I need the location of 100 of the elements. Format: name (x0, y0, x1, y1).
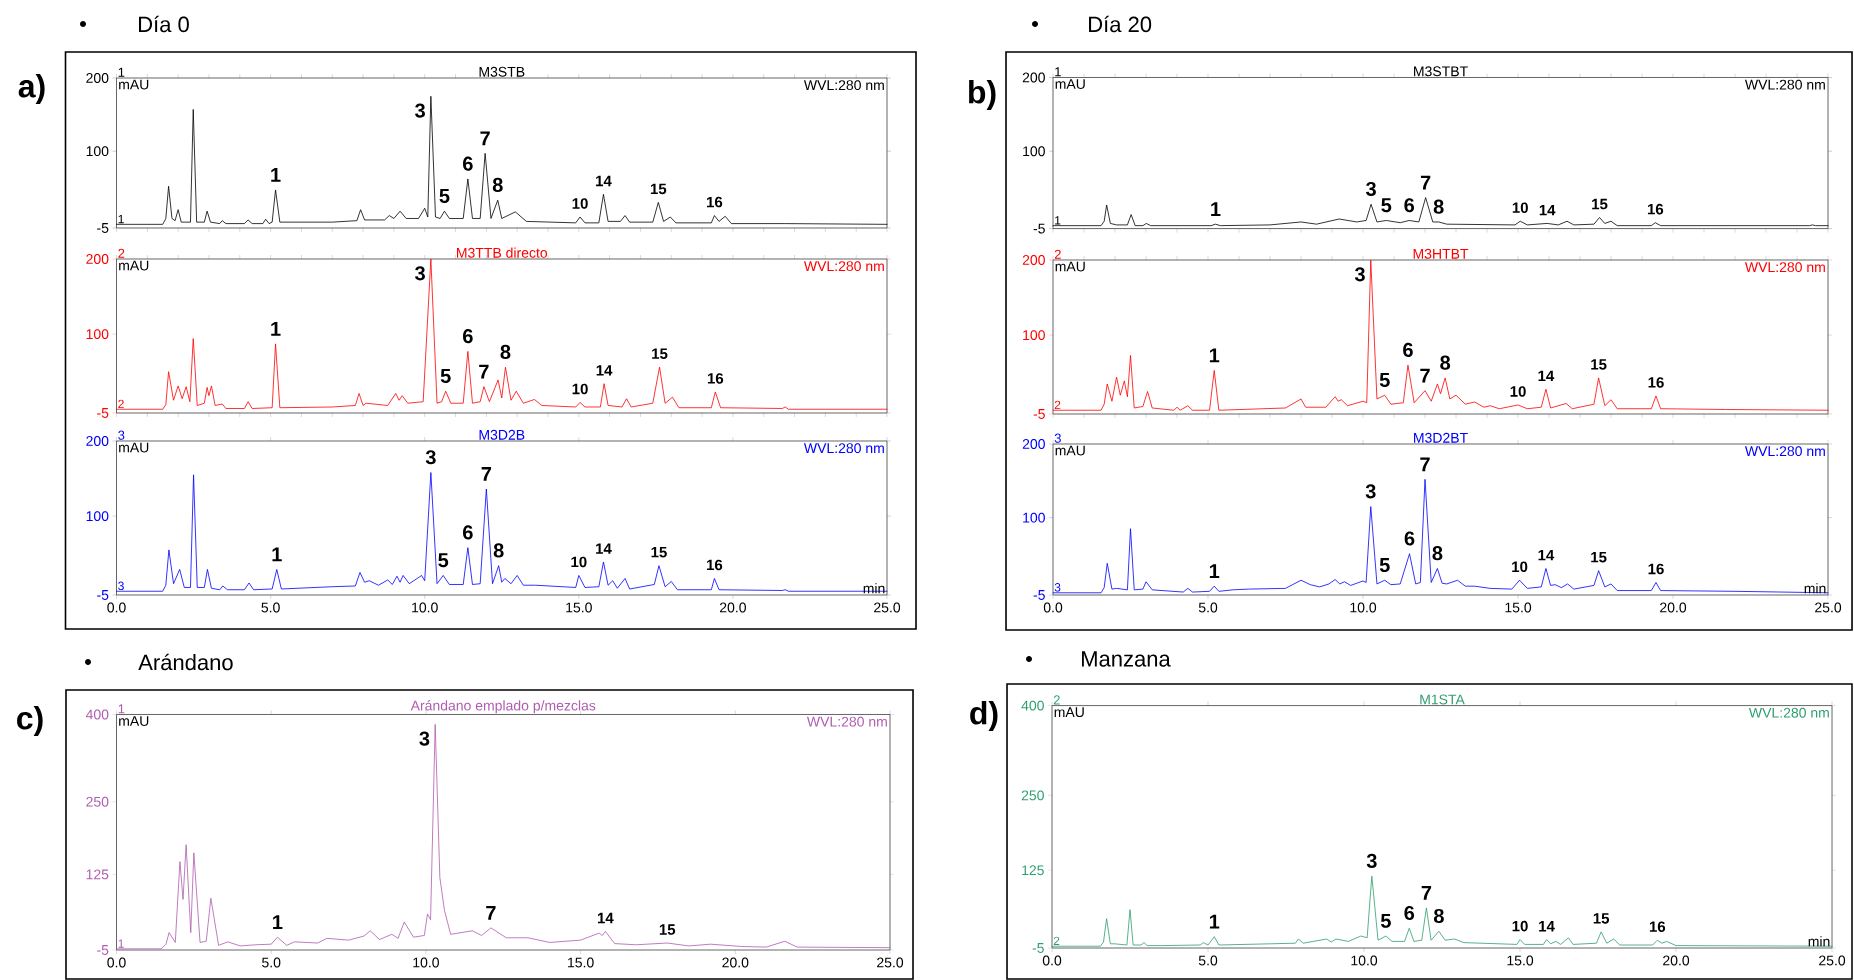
x-tick-label: 10.0 (412, 602, 438, 613)
annotation: 1 (1209, 914, 1220, 929)
y-tick-label: 100 (86, 511, 109, 522)
annotation: 1 (1209, 348, 1220, 363)
line-series (116, 95, 888, 225)
annotation: 3 (415, 103, 425, 118)
line-series (1052, 197, 1829, 227)
annotation: 8 (500, 344, 511, 359)
annotation: 10 (1512, 561, 1528, 573)
x-tick-label: 0.0 (107, 602, 126, 613)
text: 1 (118, 67, 125, 77)
annotation: 5 (440, 369, 451, 383)
annotation: 14 (596, 175, 612, 187)
annotation: 15 (1592, 198, 1608, 210)
x-tick-label: 15.0 (1507, 955, 1534, 966)
annotation: 16 (707, 373, 724, 384)
text: 1 (1055, 67, 1061, 77)
y-axis-title: mAU (119, 79, 149, 90)
y-tick-label: -5 (97, 590, 109, 600)
annotation: 1 (273, 915, 283, 930)
y-axis-title: mAU (1055, 261, 1085, 272)
y-tick-label: -5 (1033, 223, 1045, 234)
x-tick-label: 20.0 (722, 957, 749, 968)
y-tick-label: -5 (1032, 943, 1044, 953)
annotation: 14 (1538, 370, 1555, 381)
y-tick-label: 125 (1022, 865, 1044, 876)
annotation: 16 (1647, 203, 1664, 215)
annotation: 3 (118, 581, 124, 591)
y-tick-label: 100 (86, 329, 109, 340)
annotation: 7 (481, 467, 492, 481)
x-tick-label: 20.0 (1663, 955, 1690, 966)
chart-title: M3D2B (479, 429, 525, 440)
annotation: 7 (1420, 457, 1430, 472)
annotation: 3 (419, 731, 430, 746)
x-tick-label: 25.0 (874, 602, 901, 613)
y-tick-label: 100 (1023, 512, 1045, 523)
y-tick-label: 250 (86, 796, 109, 807)
chart-title: M3HTBT (1413, 248, 1469, 259)
line-series (1051, 875, 1833, 947)
x-axis-title: min (1804, 583, 1826, 594)
annotation: 15 (659, 924, 676, 935)
text: 3 (118, 430, 125, 440)
y-tick-label: -5 (97, 408, 109, 418)
chart-subtitle: Manzana (1082, 651, 1171, 667)
annotation: 6 (1404, 905, 1415, 921)
x-tick-label: 5.0 (1198, 955, 1218, 966)
annotation: 2 (118, 399, 124, 409)
x-tick-label: 5.0 (261, 602, 280, 613)
annotation: 14 (596, 543, 612, 554)
annotation: 1 (1055, 216, 1061, 225)
annotation: 2 (1053, 936, 1060, 945)
chart-subtitle: Arándano (138, 653, 233, 671)
y-axis-title: mAU (1055, 79, 1085, 89)
x-axis-title: min (1808, 936, 1830, 947)
annotation: 14 (1538, 549, 1555, 561)
annotation: WVL:280 nm (803, 443, 884, 454)
annotation: 3 (1365, 484, 1376, 499)
annotation: 14 (1539, 921, 1555, 932)
annotation: 5 (438, 553, 449, 568)
y-axis-title: mAU (119, 260, 149, 271)
annotation: 5 (1380, 913, 1391, 928)
y-tick-label: -5 (1033, 409, 1045, 419)
y-axis-title: mAU (119, 442, 149, 453)
annotation: 3 (1366, 853, 1377, 868)
y-axis-title: mAU (119, 716, 149, 726)
x-tick-label: 25.0 (1815, 602, 1842, 613)
annotation: WVL:280 nm (803, 261, 884, 272)
x-tick-label: 15.0 (566, 602, 592, 613)
annotation: 10 (572, 383, 588, 395)
x-tick-label: 25.0 (1819, 955, 1846, 966)
chart-title: Arándano emplado p/mezclas (410, 700, 596, 714)
annotation: 1 (118, 939, 124, 948)
x-tick-label: 0.0 (1043, 602, 1063, 613)
y-tick-label: 200 (86, 73, 109, 83)
annotation: 6 (1404, 198, 1415, 213)
annotation: 16 (707, 559, 723, 571)
annotation: 16 (707, 196, 723, 208)
line-series (1052, 478, 1829, 594)
annotation: 6 (463, 156, 473, 171)
x-tick-label: 10.0 (1350, 602, 1377, 613)
y-axis-title: mAU (1055, 445, 1085, 456)
y-tick-label: -5 (1033, 590, 1045, 600)
annotation: 16 (1648, 563, 1664, 575)
y-tick-label: 400 (1021, 700, 1044, 711)
annotation: 8 (1432, 546, 1443, 561)
annotation: WVL:280 nm (1744, 79, 1825, 90)
y-axis-title: mAU (1054, 707, 1084, 718)
text: 2 (1053, 695, 1060, 705)
chart-title: M3D2BT (1414, 432, 1468, 443)
annotation: 3 (425, 450, 436, 465)
x-tick-label: 15.0 (568, 957, 594, 968)
annotation: 5 (1379, 373, 1390, 388)
x-tick-label: 10.0 (413, 957, 439, 968)
annotation: 3 (1054, 583, 1061, 592)
x-tick-label: 15.0 (1505, 602, 1532, 613)
annotation: 15 (652, 348, 668, 359)
annotation: 8 (492, 177, 503, 192)
annotation: 7 (1420, 368, 1430, 383)
y-tick-label: 200 (86, 254, 109, 264)
annotation: 7 (1420, 175, 1431, 190)
